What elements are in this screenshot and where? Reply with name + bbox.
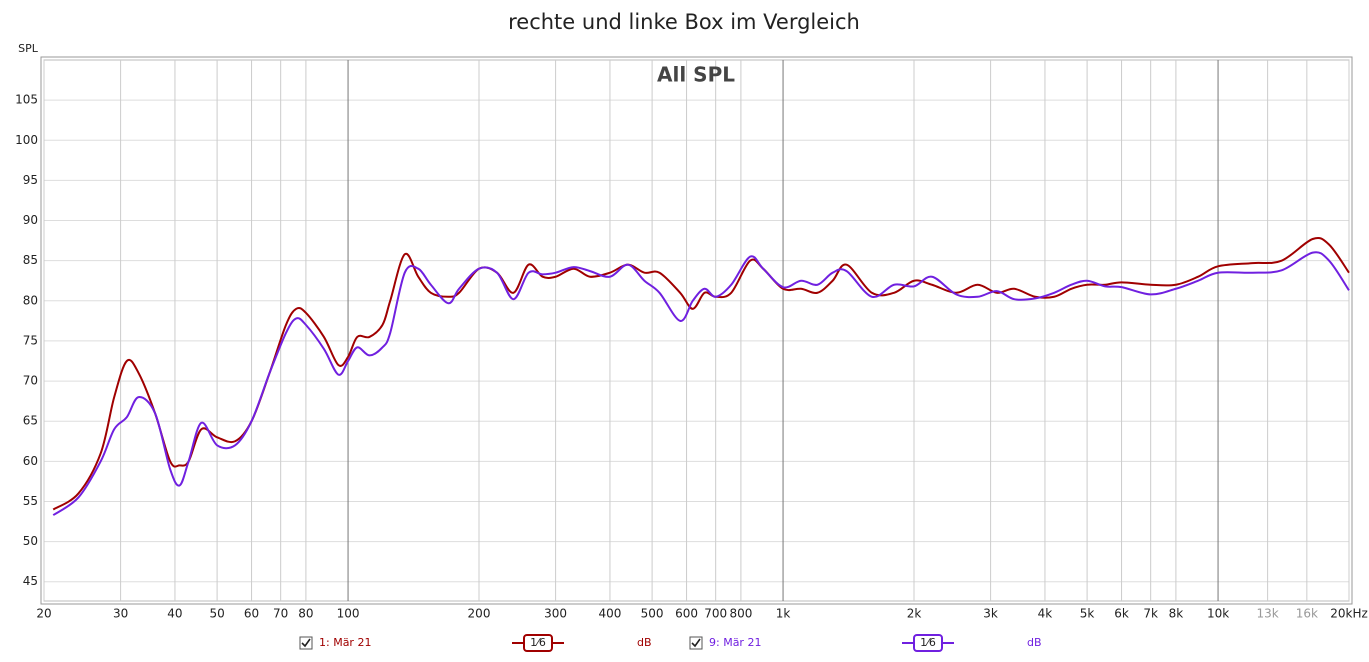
- x-tick-label: 20: [36, 607, 51, 621]
- y-tick-label: 65: [23, 414, 38, 428]
- y-tick-label: 85: [23, 253, 38, 267]
- x-tick-label: 6k: [1114, 607, 1129, 621]
- x-tick-label: 800: [729, 607, 752, 621]
- plot-subtitle: All SPL: [657, 63, 735, 87]
- legend-smoothing-box: [523, 634, 553, 652]
- x-tick-label: 40: [167, 607, 182, 621]
- y-axis-label: SPL: [18, 42, 39, 55]
- x-tick-label: 1k: [776, 607, 791, 621]
- x-tick-label: 50: [209, 607, 224, 621]
- x-tick-label: 3k: [983, 607, 998, 621]
- x-tick-label: 10k: [1207, 607, 1229, 621]
- legend-label: 1: Mär 21: [319, 636, 371, 649]
- legend-label: 9: Mär 21: [709, 636, 761, 649]
- x-tick-label: 16k: [1296, 607, 1318, 621]
- series-line: [52, 251, 1350, 516]
- x-tick-label: 600: [675, 607, 698, 621]
- y-tick-label: 80: [23, 293, 38, 307]
- y-tick-label: 95: [23, 173, 38, 187]
- plot-area: [43, 59, 1350, 602]
- x-tick-label: 70: [273, 607, 288, 621]
- legend-checkbox[interactable]: [689, 636, 703, 650]
- x-tick-label: 2k: [907, 607, 922, 621]
- legend-check: [301, 638, 311, 648]
- legend-unit: dB: [637, 636, 652, 649]
- y-tick-label: 100: [15, 133, 38, 147]
- x-tick-label: 4k: [1038, 607, 1053, 621]
- y-tick-label: 70: [23, 374, 38, 388]
- chart-title: rechte und linke Box im Vergleich: [508, 10, 860, 34]
- y-tick-label: 105: [15, 93, 38, 107]
- y-tick-label: 50: [23, 534, 38, 548]
- x-tick-label: 200: [468, 607, 491, 621]
- y-tick-label: 60: [23, 454, 38, 468]
- legend-checkbox[interactable]: [299, 636, 313, 650]
- legend-smoothing: 1⁄6: [920, 636, 936, 649]
- x-tick-label: 100: [337, 607, 360, 621]
- legend-unit: dB: [1027, 636, 1042, 649]
- y-tick-label: 55: [23, 494, 38, 508]
- y-tick-label: 75: [23, 333, 38, 347]
- x-tick-label: 7k: [1143, 607, 1158, 621]
- x-tick-label: 60: [244, 607, 259, 621]
- x-tick-label: 400: [598, 607, 621, 621]
- y-tick-label: 90: [23, 213, 38, 227]
- legend-smoothing-box: [913, 634, 943, 652]
- x-tick-label: 8k: [1169, 607, 1184, 621]
- x-tick-label: 20kHz: [1330, 607, 1368, 621]
- x-tick-label: 80: [298, 607, 313, 621]
- x-tick-label: 300: [544, 607, 567, 621]
- x-tick-label: 13k: [1257, 607, 1279, 621]
- x-tick-label: 5k: [1080, 607, 1095, 621]
- legend-check: [691, 638, 701, 648]
- x-tick-label: 700: [704, 607, 727, 621]
- legend-smoothing: 1⁄6: [530, 636, 546, 649]
- x-tick-label: 500: [641, 607, 664, 621]
- y-tick-label: 45: [23, 574, 38, 588]
- x-tick-label: 30: [113, 607, 128, 621]
